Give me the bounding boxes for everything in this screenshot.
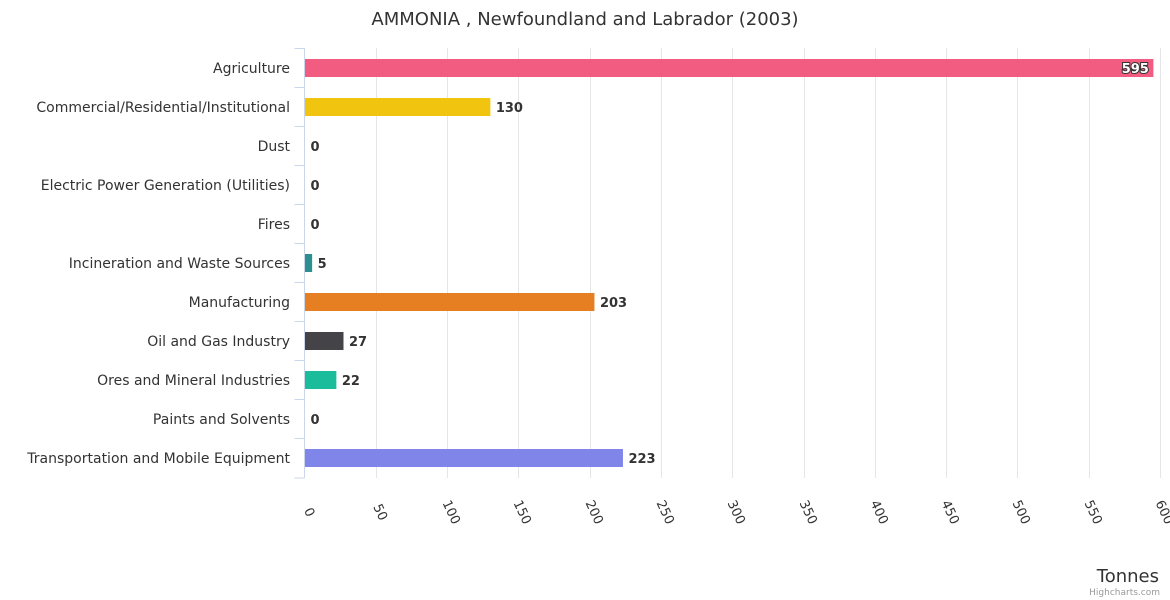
data-label: 0 xyxy=(311,140,320,155)
category-label: Fires xyxy=(258,217,290,233)
chart-title: AMMONIA , Newfoundland and Labrador (200… xyxy=(371,9,798,30)
bar[interactable] xyxy=(305,449,623,467)
data-label: 223 xyxy=(628,452,655,467)
data-label: 595 xyxy=(1122,62,1149,77)
data-label: 22 xyxy=(342,374,360,389)
category-label: Dust xyxy=(258,139,291,155)
category-label: Electric Power Generation (Utilities) xyxy=(41,178,290,194)
data-label: 27 xyxy=(349,335,367,350)
bar[interactable] xyxy=(305,332,344,350)
category-label: Incineration and Waste Sources xyxy=(69,256,290,272)
x-tick-label: 50 xyxy=(369,502,390,523)
data-label: 5 xyxy=(318,257,327,272)
credits-link[interactable]: Highcharts.com xyxy=(1089,588,1160,598)
data-labels: 595 130 0 0 0 5 203 27 22 0 223 xyxy=(311,61,1150,467)
value-axis-title: Tonnes xyxy=(1096,566,1159,587)
bar[interactable] xyxy=(305,59,1154,77)
data-label: 0 xyxy=(311,179,320,194)
data-label: 0 xyxy=(311,413,320,428)
category-label: Manufacturing xyxy=(189,295,290,311)
gridlines xyxy=(294,48,1161,479)
bar[interactable] xyxy=(305,293,595,311)
bar[interactable] xyxy=(305,98,491,116)
bars xyxy=(305,59,1154,467)
category-label: Paints and Solvents xyxy=(153,412,290,428)
category-label: Ores and Mineral Industries xyxy=(97,373,290,389)
data-label: 203 xyxy=(600,296,627,311)
bar[interactable] xyxy=(305,371,337,389)
category-label: Agriculture xyxy=(213,61,290,77)
category-label: Oil and Gas Industry xyxy=(147,334,290,350)
bar[interactable] xyxy=(305,254,313,272)
category-label: Transportation and Mobile Equipment xyxy=(26,451,290,467)
category-labels: Agriculture Commercial/Residential/Instit… xyxy=(26,61,290,467)
data-label: 0 xyxy=(311,218,320,233)
category-label: Commercial/Residential/Institutional xyxy=(36,100,290,116)
data-label: 130 xyxy=(496,101,523,116)
